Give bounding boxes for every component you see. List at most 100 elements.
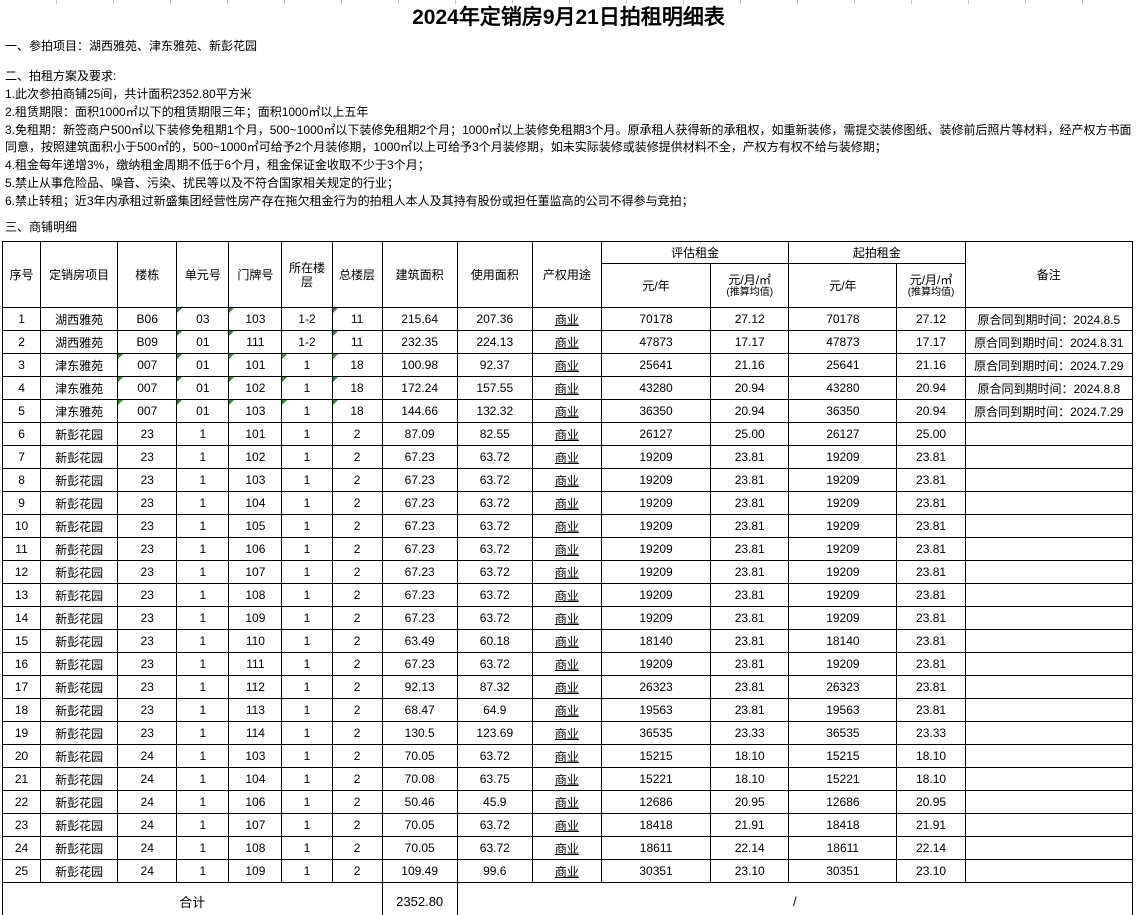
- cell-eval_avg: 23.81: [710, 698, 790, 722]
- cell-remark: [964, 859, 1134, 883]
- cell-eval_year: 19209: [600, 491, 712, 515]
- cell-start_avg: 23.33: [896, 721, 966, 745]
- cell-remark: [964, 698, 1134, 722]
- cell-start_year: 18140: [788, 629, 898, 653]
- cell-door: 103: [228, 399, 283, 423]
- cell-unit: 1: [176, 652, 230, 676]
- cell-usage: 商业: [531, 744, 602, 768]
- cell-door: 109: [228, 606, 283, 630]
- cell-project: 新彭花园: [40, 606, 119, 630]
- cell-eval_year: 26127: [600, 422, 712, 446]
- cell-start_year: 26127: [788, 422, 898, 446]
- cell-start_year: 18418: [788, 813, 898, 837]
- cell-project: 新彭花园: [40, 445, 119, 469]
- cell-building: 23: [117, 721, 178, 745]
- cell-use_area: 63.72: [456, 813, 533, 837]
- cell-eval_year: 19209: [600, 468, 712, 492]
- cell-build_area: 67.23: [381, 606, 458, 630]
- cell-start_year: 47873: [788, 330, 898, 354]
- cell-floors: 2: [331, 652, 383, 676]
- section-plan-heading: 二、拍租方案及要求:: [5, 69, 117, 83]
- cell-build_area: 70.05: [381, 813, 458, 837]
- cell-no: 11: [1, 537, 42, 561]
- cell-start_avg: 23.10: [896, 859, 966, 883]
- cell-no: 3: [1, 353, 42, 377]
- cell-floor: 1: [281, 813, 333, 837]
- cell-usage: 商业: [531, 353, 602, 377]
- cell-eval_year: 18611: [600, 836, 712, 860]
- number-as-text-indicator-icon: [118, 400, 124, 405]
- cell-eval_year: 36535: [600, 721, 712, 745]
- cell-no: 2: [1, 330, 42, 354]
- table-row: 15 新彭花园 23 1 110 1 2 63.49 60.18 商业 18140 23.81 1814…: [1, 629, 1134, 653]
- cell-floors: 2: [331, 767, 383, 791]
- cell-eval_year: 70178: [600, 307, 712, 331]
- cell-no: 1: [1, 307, 42, 331]
- cell-usage: 商业: [531, 721, 602, 745]
- table-row: 16 新彭花园 23 1 111 1 2 67.23 63.72 商业 19209 23.81 1920…: [1, 652, 1134, 676]
- cell-door: 101: [228, 353, 283, 377]
- cell-building: 23: [117, 537, 178, 561]
- cell-eval_avg: 23.33: [710, 721, 790, 745]
- cell-use_area: 224.13: [456, 330, 533, 354]
- cell-start_year: 19563: [788, 698, 898, 722]
- cell-use_area: 157.55: [456, 376, 533, 400]
- cell-no: 23: [1, 813, 42, 837]
- requirement-line-5: 5.禁止从事危险品、噪音、污染、扰民等以及不符合国家相关规定的行业；: [5, 176, 400, 190]
- cell-floors: 2: [331, 491, 383, 515]
- cell-use_area: 87.32: [456, 675, 533, 699]
- cell-eval_avg: 20.94: [710, 376, 790, 400]
- cell-building: 007: [117, 399, 178, 423]
- cell-building: 23: [117, 514, 178, 538]
- cell-use_area: 123.69: [456, 721, 533, 745]
- cell-unit: 01: [176, 330, 230, 354]
- cell-use_area: 64.9: [456, 698, 533, 722]
- cell-floors: 2: [331, 560, 383, 584]
- cell-project: 新彭花园: [40, 698, 119, 722]
- cell-build_area: 67.23: [381, 468, 458, 492]
- cell-usage: 商业: [531, 629, 602, 653]
- cell-project: 新彭花园: [40, 813, 119, 837]
- cell-eval_avg: 22.14: [710, 836, 790, 860]
- cell-remark: [964, 721, 1134, 745]
- cell-unit: 1: [176, 491, 230, 515]
- cell-no: 7: [1, 445, 42, 469]
- cell-unit: 1: [176, 790, 230, 814]
- cell-eval_year: 43280: [600, 376, 712, 400]
- cell-door: 101: [228, 422, 283, 446]
- cell-start_avg: 23.81: [896, 468, 966, 492]
- cell-usage: 商业: [531, 606, 602, 630]
- cell-building: 23: [117, 445, 178, 469]
- cell-start_avg: 21.16: [896, 353, 966, 377]
- cell-start_year: 43280: [788, 376, 898, 400]
- cell-floors: 18: [331, 399, 383, 423]
- cell-building: 23: [117, 652, 178, 676]
- cell-no: 19: [1, 721, 42, 745]
- cell-start_year: 25641: [788, 353, 898, 377]
- cell-unit: 1: [176, 514, 230, 538]
- col-header-start-year: 元/年: [788, 263, 898, 308]
- cell-eval_year: 19209: [600, 445, 712, 469]
- cell-eval_year: 12686: [600, 790, 712, 814]
- cell-eval_year: 15221: [600, 767, 712, 791]
- cell-floors: 2: [331, 859, 383, 883]
- cell-door: 106: [228, 537, 283, 561]
- cell-unit: 1: [176, 606, 230, 630]
- cell-use_area: 99.6: [456, 859, 533, 883]
- cell-start_year: 19209: [788, 468, 898, 492]
- cell-build_area: 92.13: [381, 675, 458, 699]
- cell-door: 104: [228, 491, 283, 515]
- cell-eval_avg: 25.00: [710, 422, 790, 446]
- shops-tbody: 1 湖西雅苑 B06 03 103 1-2 11 215.64 207.36 商业 70178 27.…: [1, 307, 1134, 883]
- cell-project: 湖西雅苑: [40, 307, 119, 331]
- cell-project: 新彭花园: [40, 675, 119, 699]
- cell-start_avg: 23.81: [896, 629, 966, 653]
- cell-project: 新彭花园: [40, 491, 119, 515]
- cell-eval_avg: 21.91: [710, 813, 790, 837]
- cell-usage: 商业: [531, 376, 602, 400]
- table-row: 7 新彭花园 23 1 102 1 2 67.23 63.72 商业 19209 23.81 19209…: [1, 445, 1134, 469]
- cell-project: 新彭花园: [40, 514, 119, 538]
- cell-no: 24: [1, 836, 42, 860]
- cell-unit: 1: [176, 422, 230, 446]
- cell-unit: 1: [176, 698, 230, 722]
